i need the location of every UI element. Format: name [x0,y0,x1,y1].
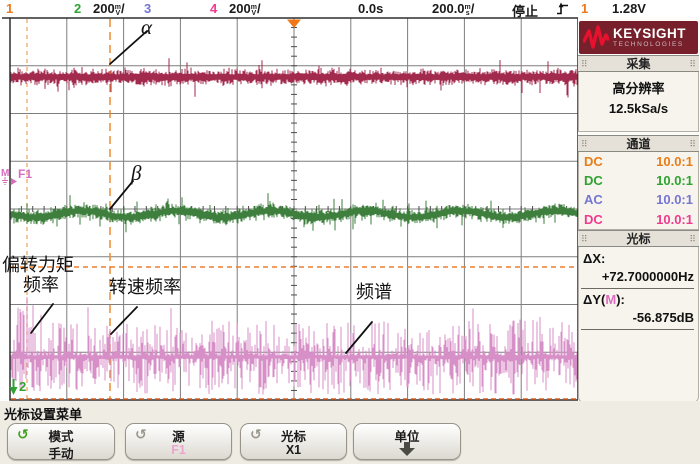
channel2-scale-value: 200 [93,1,115,16]
source-softkey-value: F1 [171,443,186,457]
source-softkey-label: 源 [172,430,185,444]
sample-rate: 12.5kSa/s [608,101,669,116]
logo-brand-text: KEYSIGHT [613,25,687,41]
delta-y-value: -56.875dB [632,310,694,325]
channels-panel: DC 10.0:1 DC 10.0:1 AC 10.0:1 DC 10.0:1 [578,152,699,230]
channel2-marker-label: 2 [19,379,27,394]
sidebar: KEYSIGHT TECHNOLOGIES ⠿ 采集 ⠿ 高分辨率 12.5kS… [578,17,700,404]
channel3-probe: 10.0:1 [656,192,693,208]
rotate-knob-icon: ↺ [135,426,147,442]
channel2-scale[interactable]: 200 m V / [93,1,125,17]
channel2-indicator[interactable]: 2 [74,1,82,16]
delta-x-value: +72.7000000Hz [601,269,694,284]
per-div-slash: / [120,1,125,16]
channel2-coupling: DC [584,173,603,189]
channel3-row[interactable]: AC 10.0:1 [579,190,698,209]
timebase[interactable]: 200.0 m s / [432,1,474,17]
channel3-coupling: AC [584,192,603,208]
trigger-level[interactable]: 1.28V [612,1,646,16]
channel4-row[interactable]: DC 10.0:1 [579,210,698,229]
source-softkey[interactable]: ↺ 源 F1 [125,423,232,460]
cursors-panel: ΔX: +72.7000000Hz ΔY(M): -56.875dB [578,247,699,403]
units-softkey[interactable]: 单位 [353,423,461,460]
units-down-arrow-icon [354,442,460,461]
mode-softkey-value: 手动 [48,447,74,461]
logo-sub-text: TECHNOLOGIES [613,41,684,48]
channel2-row[interactable]: DC 10.0:1 [579,171,698,190]
alpha-label: α [141,15,153,39]
divider [581,288,694,289]
run-state[interactable]: 停止 [512,4,539,19]
rotate-knob-icon: ↺ [17,426,29,442]
divider [581,329,694,330]
math-ground-arrow-icon: M [1,168,17,185]
math-f1-label: F1 [18,167,33,181]
delta-x-label: ΔX: [583,251,606,266]
spectrum-label: 频谱 [356,282,392,302]
channel1-indicator[interactable]: 1 [6,1,14,16]
channel2-position-marker[interactable]: 2 [8,379,26,396]
channel1-probe: 10.0:1 [656,154,693,170]
cursor-softkey[interactable]: ↺ 光标 X1 [240,423,347,460]
grip-icon: ⠿ [581,59,588,69]
math-f1-marker[interactable]: M F1 [1,167,32,187]
edge-trigger-icon [556,2,569,18]
acquisition-header[interactable]: ⠿ 采集 ⠿ [578,55,699,72]
svg-text:M: M [1,168,9,179]
channel1-coupling: DC [584,154,603,170]
channel2-probe: 10.0:1 [656,173,693,189]
rotate-knob-icon: ↺ [250,426,262,442]
grip-icon: ⠿ [689,234,696,244]
deflection-torque-label-line2: 频率 [23,275,59,295]
per-div-slash: / [470,1,475,16]
channel4-indicator[interactable]: 4 [210,1,218,16]
grip-icon: ⠿ [581,139,588,149]
cursors-header-label: 光标 [626,232,651,246]
softkey-menu-bar: 光标设置菜单 ↺ 模式 手动 ↺ 源 F1 ↺ 光标 X1 单位 X1: 10.… [0,401,700,464]
cursor-softkey-value: X1 [285,443,302,457]
channels-header[interactable]: ⠿ 通道 ⠿ [578,135,699,152]
down-arrow-icon [9,379,18,395]
delta-y-label: ΔY(M): [583,292,625,307]
cursors-header[interactable]: ⠿ 光标 ⠿ [578,230,699,247]
timebase-value: 200.0 [432,1,465,16]
channel3-indicator[interactable]: 3 [144,1,152,16]
acquisition-header-label: 采集 [626,57,651,71]
channel4-scale-value: 200 [229,1,251,16]
mode-softkey[interactable]: ↺ 模式 手动 [7,423,115,461]
rotation-speed-frequency-label: 转速频率 [109,277,181,297]
mode-softkey-label: 模式 [48,430,74,444]
channel1-row[interactable]: DC 10.0:1 [579,152,698,171]
time-offset[interactable]: 0.0s [358,1,384,16]
grip-icon: ⠿ [581,234,588,244]
per-div-slash: / [256,1,261,16]
channel4-probe: 10.0:1 [656,211,693,227]
grip-icon: ⠿ [689,139,696,149]
units-softkey-label: 单位 [394,430,420,444]
trigger-source[interactable]: 1 [581,1,589,16]
cursor-softkey-label: 光标 [280,430,306,444]
keysight-logo: KEYSIGHT TECHNOLOGIES [579,21,698,54]
acquisition-panel: 高分辨率 12.5kSa/s [578,72,699,132]
grip-icon: ⠿ [689,59,696,69]
acquisition-mode: 高分辨率 [612,81,665,96]
channels-header-label: 通道 [626,137,651,151]
channel4-scale[interactable]: 200 m V / [229,1,261,17]
channel4-coupling: DC [584,211,603,227]
status-bar: 1 2 200 m V/ 3 4 200 m V/ 0.0s 200.0 m s / 停止 1… [0,0,700,19]
menu-title: 光标设置菜单 [4,407,83,422]
beta-label: β [131,161,142,185]
keysight-spark-icon [583,24,609,49]
